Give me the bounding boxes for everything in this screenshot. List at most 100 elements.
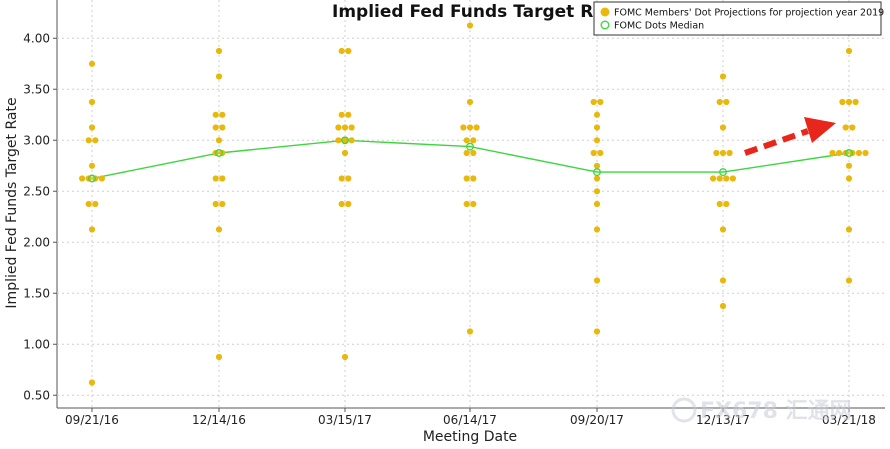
median-marker [593, 168, 601, 177]
projection-dot [219, 175, 226, 182]
projection-dot [593, 111, 601, 118]
grid [57, 0, 885, 408]
projection-dot [845, 98, 853, 106]
projection-dot [338, 200, 345, 208]
projection-dot [85, 200, 92, 208]
y-tick-label: 2.50 [23, 184, 50, 198]
projection-dot [215, 47, 223, 55]
projection-dot [85, 137, 92, 144]
projection-dot [713, 149, 720, 157]
y-tick-label: 3.50 [23, 82, 50, 96]
projection-dot [593, 226, 601, 233]
projection-dot [215, 226, 223, 233]
arrow-shaft [744, 128, 809, 156]
y-tick-label: 4.00 [23, 31, 50, 45]
x-tick-labels: 09/21/16 12/14/16 03/15/17 06/14/17 09/20/17… [65, 408, 876, 427]
projection-dot [719, 277, 727, 284]
projection-dot [463, 137, 470, 144]
legend-label-median: FOMC Dots Median [614, 21, 704, 32]
projection-dot [338, 111, 345, 118]
x-tick-label: 09/21/16 [65, 413, 119, 427]
median-line [91, 139, 850, 180]
median-marker [215, 149, 223, 157]
annotation-arrow [744, 117, 836, 156]
projection-dot [341, 137, 349, 144]
projection-dot [348, 124, 355, 131]
y-tick-label: 1.50 [23, 286, 50, 300]
projection-dot [92, 137, 99, 144]
projection-dot [335, 124, 342, 131]
projection-dot [590, 98, 597, 106]
x-tick-label: 03/21/18 [822, 413, 876, 427]
projection-dot [719, 302, 727, 310]
projection-dot [466, 22, 474, 29]
projection-dot [219, 124, 226, 131]
legend: FOMC Members' Dot Projections for projec… [593, 1, 884, 36]
projection-dot [219, 200, 226, 208]
projection-dot [716, 98, 723, 106]
projection-dot [212, 111, 219, 118]
chart-title: Implied Fed Funds Target Rate [332, 2, 624, 22]
projection-dot [92, 200, 99, 208]
projection-dot [845, 277, 853, 284]
x-tick-label: 12/14/16 [192, 413, 246, 427]
projection-dot [219, 111, 226, 118]
projection-dot [215, 137, 223, 144]
projection-dot [88, 98, 96, 106]
projection-dot [845, 162, 853, 169]
projection-dot [460, 124, 467, 131]
projection-dot [726, 149, 733, 157]
median-marker [88, 174, 96, 183]
projection-dot [79, 175, 86, 182]
median-markers [88, 136, 853, 183]
projection-dot [88, 124, 96, 131]
projection-dot [335, 137, 342, 144]
legend-box [593, 1, 882, 36]
median-marker [719, 168, 727, 177]
projection-dot [88, 162, 96, 169]
projection-dot [593, 328, 601, 335]
projection-dot [466, 124, 474, 131]
projection-dot [341, 124, 349, 131]
projection-dot [855, 149, 863, 157]
projection-dot [348, 137, 355, 144]
x-tick-label: 09/20/17 [570, 413, 624, 427]
projection-dot [338, 175, 345, 182]
projection-dot [593, 137, 601, 144]
legend-label-dots: FOMC Members' Dot Projections for projec… [614, 8, 884, 19]
projection-dot [212, 124, 219, 131]
plot-area [56, 0, 885, 409]
legend-median-icon [600, 20, 610, 30]
projection-dot [345, 175, 352, 182]
dot-series [79, 22, 869, 386]
projection-dot [716, 200, 723, 208]
projection-dot [729, 175, 737, 182]
projection-dot [463, 175, 470, 182]
projection-dot [845, 47, 853, 55]
y-tick-label: 0.50 [23, 388, 50, 402]
projection-dot [345, 111, 352, 118]
median-marker [845, 149, 853, 157]
projection-dot [719, 226, 727, 233]
projection-dot [590, 149, 597, 157]
projection-dot [463, 149, 470, 157]
projection-dot [597, 98, 604, 106]
projection-dot [716, 175, 723, 182]
watermark-text: FX678 汇通网 [700, 399, 852, 424]
projection-dot [88, 60, 96, 67]
projection-dot [593, 200, 601, 208]
projection-dot [473, 124, 480, 131]
projection-dot [852, 98, 859, 106]
projection-dot [345, 47, 352, 55]
projection-dot [723, 98, 730, 106]
projection-dot [836, 149, 843, 157]
projection-dot [470, 200, 477, 208]
median-series [91, 139, 850, 180]
projection-dot [212, 200, 219, 208]
y-tick-label: 1.00 [23, 337, 50, 351]
projection-dot [338, 47, 345, 55]
x-tick-label: 06/14/17 [443, 413, 497, 427]
projection-dot [88, 226, 96, 233]
